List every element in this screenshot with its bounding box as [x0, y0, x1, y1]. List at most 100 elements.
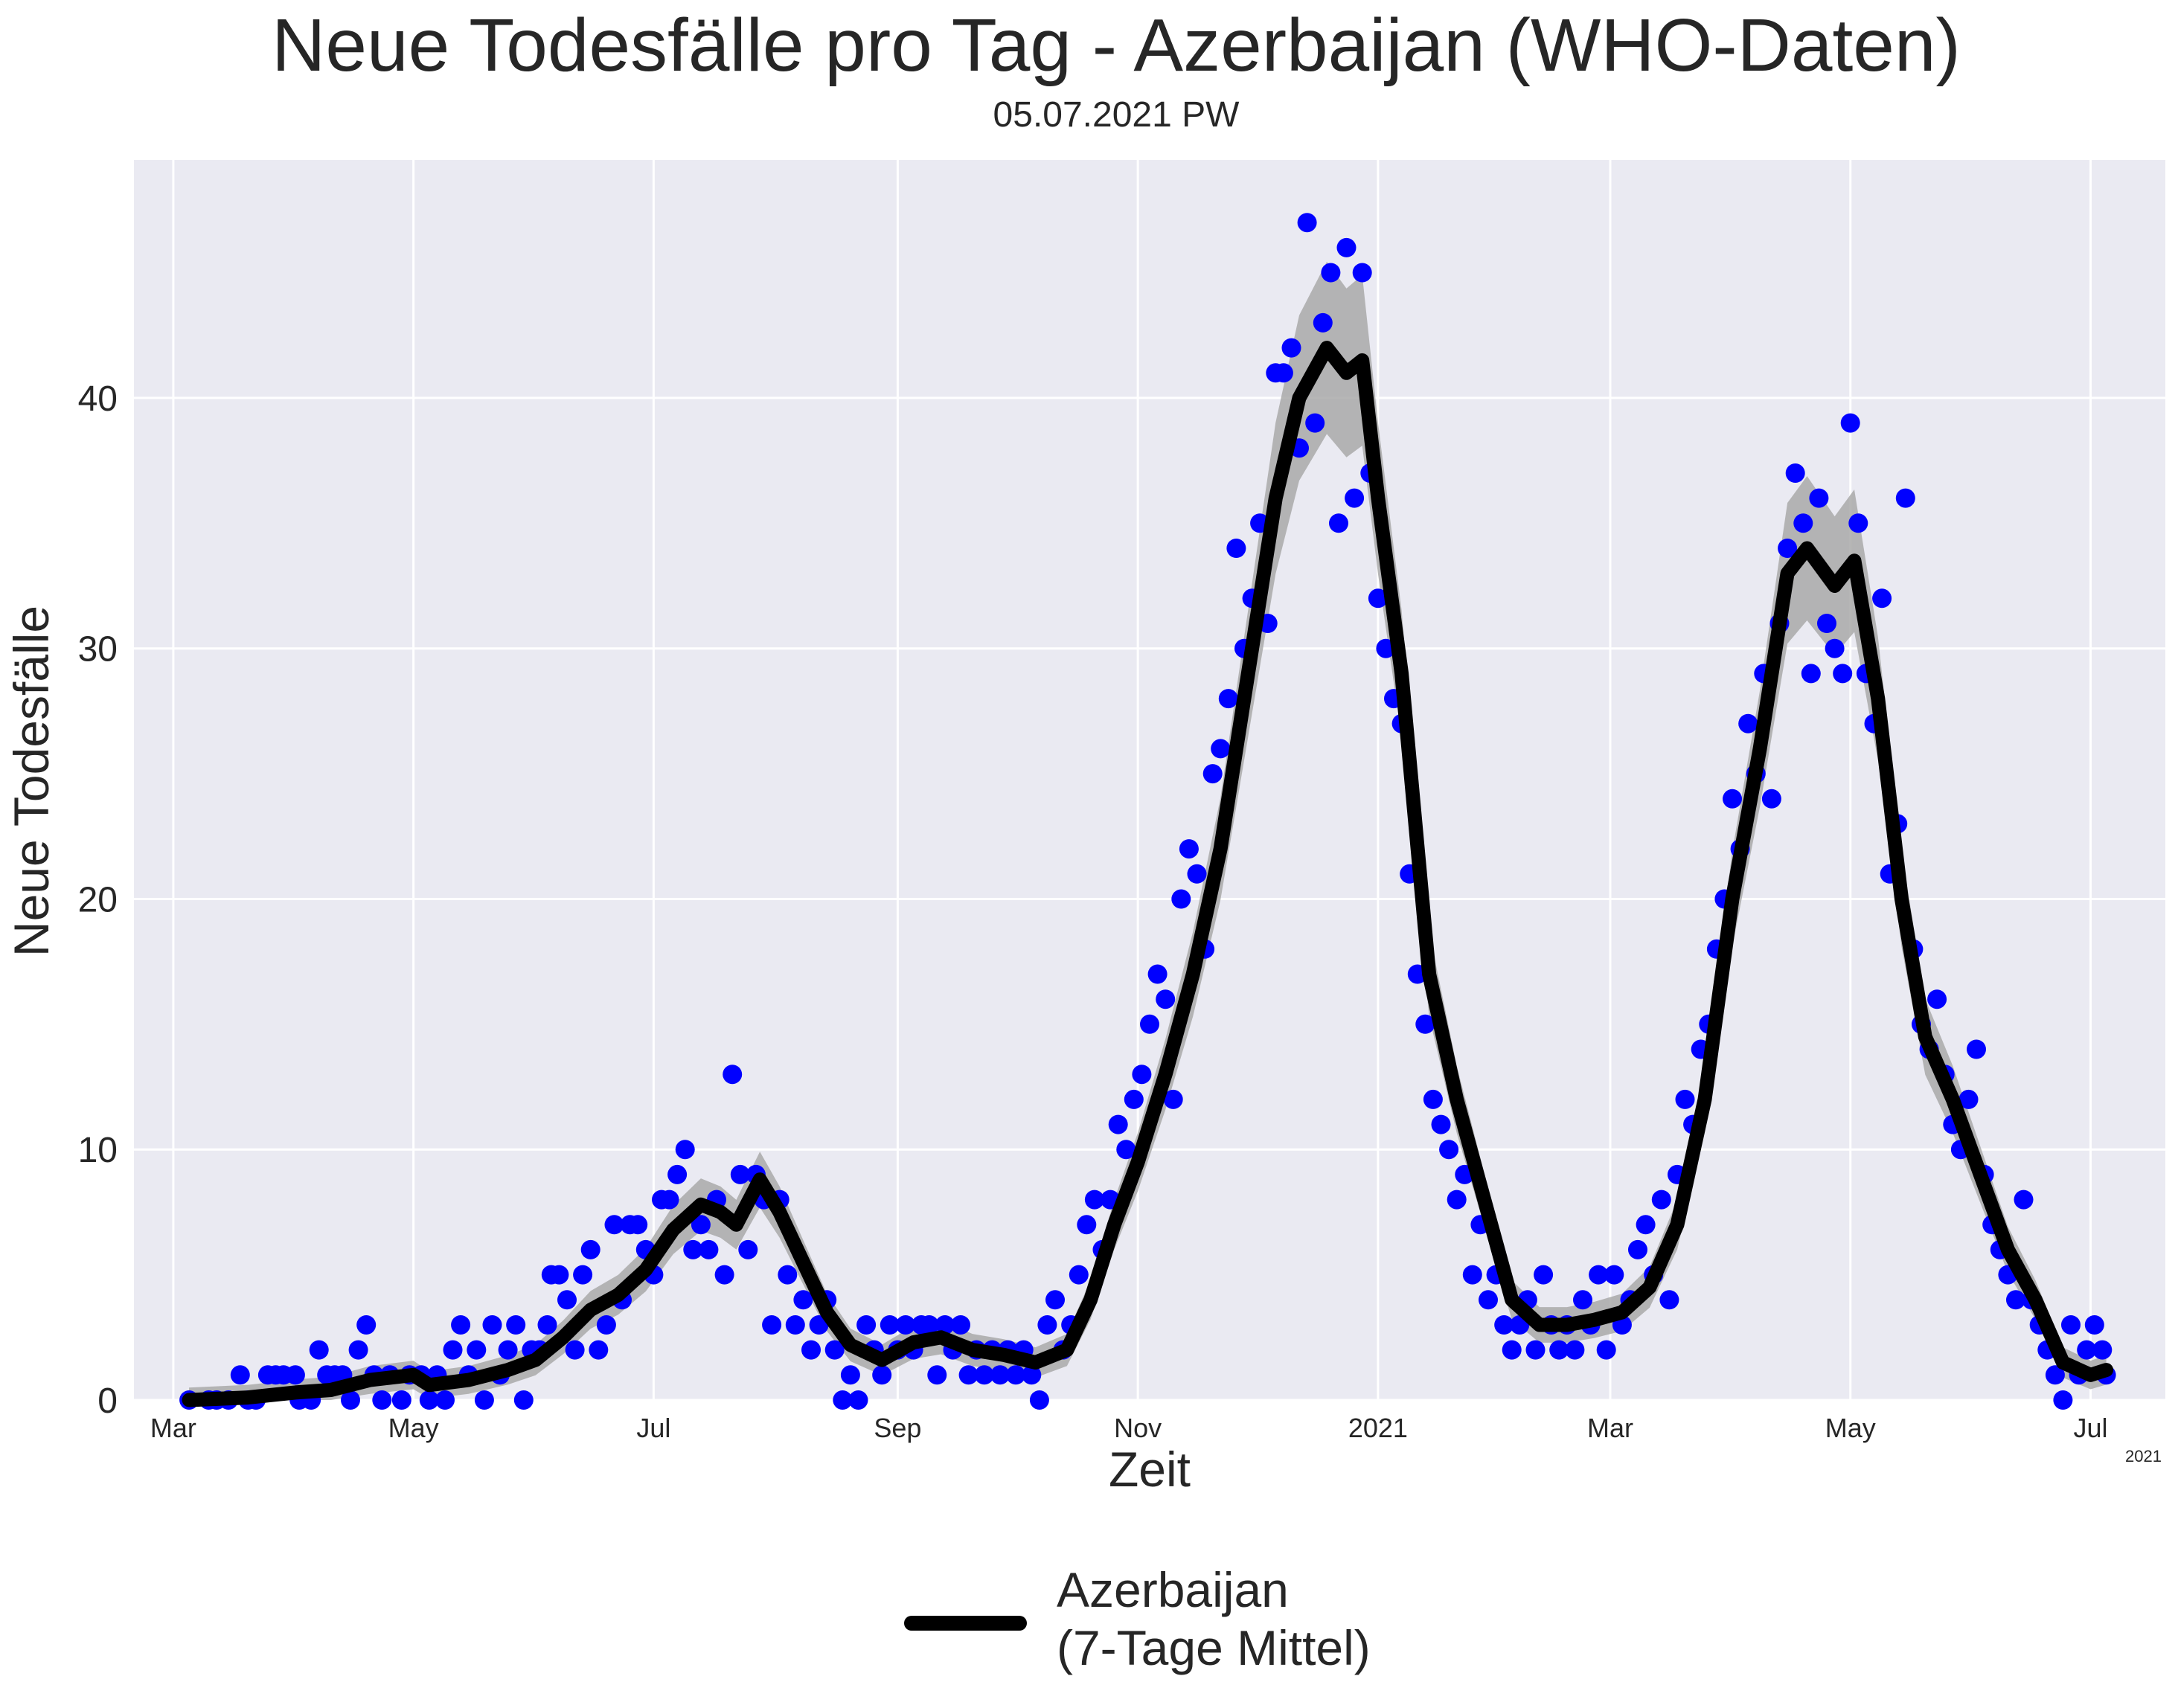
- data-point: [2006, 1290, 2025, 1310]
- data-point: [309, 1340, 329, 1360]
- y-tick-label: 30: [78, 630, 118, 670]
- data-point: [482, 1315, 502, 1335]
- data-point: [1589, 1265, 1609, 1285]
- x-tick-label: 2021: [1348, 1413, 1408, 1443]
- data-point: [498, 1340, 518, 1360]
- data-point: [1801, 664, 1821, 684]
- data-point: [935, 1315, 955, 1335]
- data-point: [604, 1215, 624, 1235]
- data-point: [1927, 989, 1947, 1009]
- data-point: [1549, 1340, 1569, 1360]
- data-point: [801, 1340, 821, 1360]
- data-point: [580, 1239, 600, 1259]
- data-point: [2045, 1365, 2065, 1385]
- data-point: [1738, 713, 1758, 733]
- data-point: [1218, 689, 1238, 709]
- x-tick-label: Sep: [874, 1413, 921, 1443]
- data-point: [1431, 1114, 1451, 1134]
- data-point: [1651, 1190, 1671, 1210]
- data-point: [1029, 1390, 1049, 1410]
- data-point: [2077, 1340, 2097, 1360]
- data-point: [506, 1315, 526, 1335]
- data-point: [2092, 1340, 2113, 1360]
- data-point: [1132, 1065, 1152, 1085]
- data-point: [1321, 263, 1341, 283]
- x-tick-label: Nov: [1114, 1413, 1162, 1443]
- data-point: [443, 1340, 463, 1360]
- data-point: [1479, 1290, 1498, 1310]
- data-point: [659, 1190, 679, 1210]
- data-point: [824, 1340, 845, 1360]
- data-point: [1675, 1089, 1695, 1109]
- data-point: [1022, 1365, 1042, 1385]
- data-point: [1147, 964, 1168, 984]
- data-point: [467, 1340, 487, 1360]
- data-point: [285, 1365, 305, 1385]
- chart-title: Neue Todesfälle pro Tag - Azerbaijan (WH…: [272, 4, 1961, 87]
- data-point: [1809, 488, 1829, 508]
- data-point: [1368, 588, 1388, 609]
- data-point: [1793, 513, 1813, 533]
- x-tick-label: May: [388, 1413, 439, 1443]
- data-point: [1226, 539, 1246, 558]
- data-point: [1534, 1265, 1554, 1285]
- legend-label-line1: Azerbaijan: [1057, 1562, 1289, 1617]
- y-tick-label: 10: [78, 1131, 118, 1170]
- data-point: [723, 1065, 743, 1085]
- x-axis-label: Zeit: [1109, 1442, 1191, 1497]
- data-point: [880, 1315, 900, 1335]
- data-point: [1084, 1190, 1104, 1210]
- data-point: [840, 1365, 860, 1385]
- data-point: [1273, 363, 1293, 383]
- data-point: [1825, 638, 1845, 658]
- data-point: [990, 1365, 1010, 1385]
- data-point: [699, 1239, 719, 1259]
- data-point: [1439, 1140, 1459, 1160]
- data-point: [1525, 1340, 1546, 1360]
- data-point: [1628, 1239, 1647, 1259]
- data-point: [1785, 463, 1805, 483]
- data-point: [1077, 1215, 1097, 1235]
- data-point: [1573, 1290, 1592, 1310]
- data-point: [1187, 864, 1207, 884]
- x-tick-label: Jul: [636, 1413, 670, 1443]
- data-point: [1163, 1089, 1183, 1109]
- data-point: [1345, 488, 1365, 508]
- data-point: [714, 1265, 734, 1285]
- data-point: [596, 1315, 616, 1335]
- data-point: [1069, 1265, 1089, 1285]
- data-point: [785, 1315, 805, 1335]
- data-point: [1895, 488, 1915, 508]
- data-point: [628, 1215, 648, 1235]
- data-point: [1967, 1039, 1986, 1059]
- data-point: [2061, 1315, 2081, 1335]
- data-point: [474, 1390, 494, 1410]
- data-point: [356, 1315, 377, 1335]
- data-point: [951, 1315, 970, 1335]
- data-point: [974, 1365, 994, 1385]
- data-point: [1817, 614, 1836, 633]
- x-tick-label: Jul: [2073, 1413, 2107, 1443]
- data-point: [1297, 213, 1317, 233]
- x-tick-label: May: [1825, 1413, 1876, 1443]
- data-point: [730, 1164, 750, 1184]
- data-point: [896, 1315, 915, 1335]
- data-point: [667, 1164, 688, 1184]
- data-point: [341, 1390, 360, 1410]
- data-point: [793, 1290, 813, 1310]
- y-tick-labels: 0 10 20 30 40: [78, 379, 118, 1421]
- data-point: [435, 1390, 455, 1410]
- data-point: [1494, 1315, 1514, 1335]
- data-point: [1761, 789, 1781, 809]
- y-tick-label: 40: [78, 379, 118, 419]
- data-point: [1108, 1114, 1128, 1134]
- data-point: [565, 1340, 585, 1360]
- data-point: [230, 1365, 250, 1385]
- data-point: [2053, 1390, 2073, 1410]
- data-point: [372, 1390, 392, 1410]
- data-point: [549, 1265, 569, 1285]
- data-point: [2084, 1315, 2104, 1335]
- data-point: [1006, 1365, 1026, 1385]
- data-point: [1423, 1089, 1443, 1109]
